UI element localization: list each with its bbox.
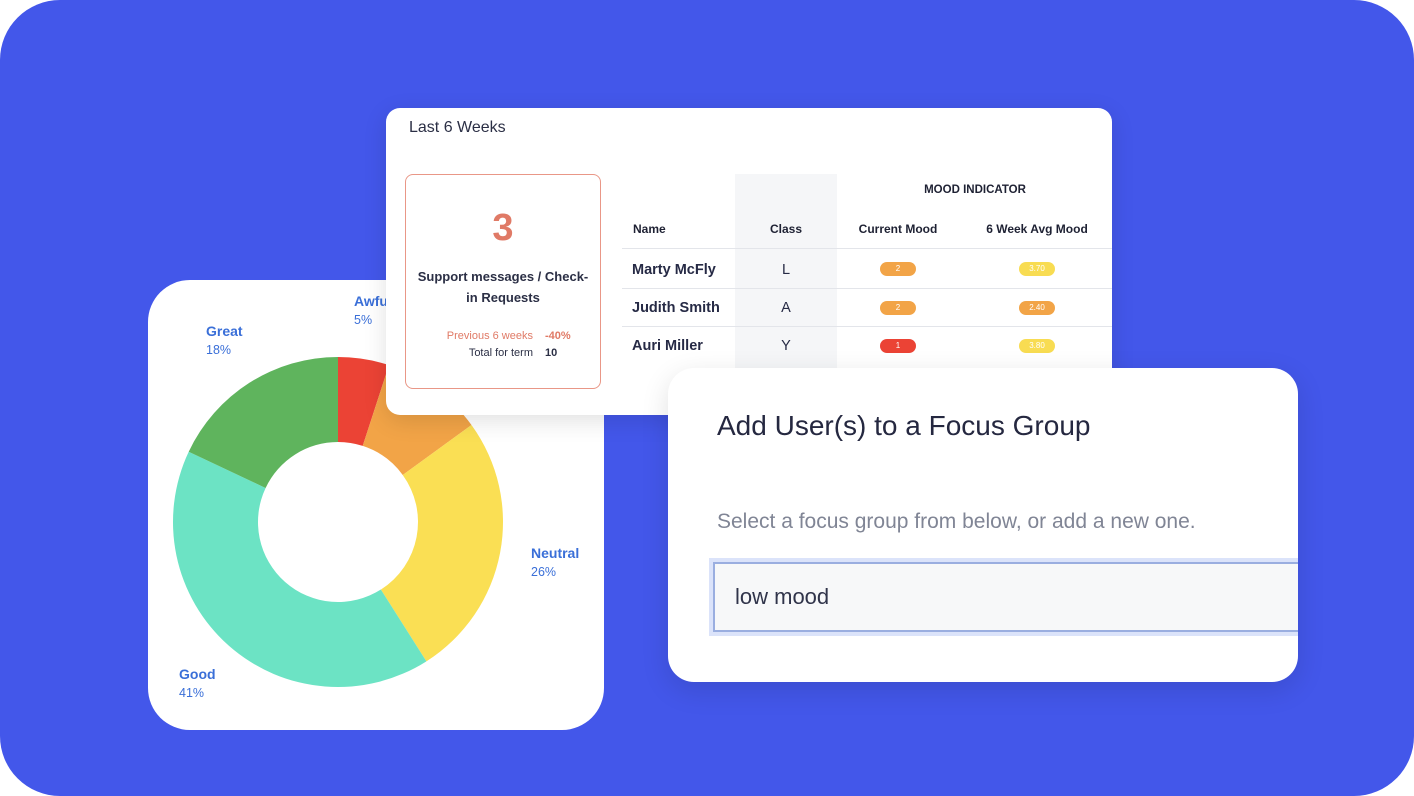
avg-mood-badge: 2.40 bbox=[1019, 301, 1055, 315]
donut-slice-great bbox=[188, 357, 338, 488]
pie-label-neutral: Neutral 26% bbox=[531, 545, 580, 579]
column-header-avg-mood: 6 Week Avg Mood bbox=[986, 222, 1088, 236]
avg-mood-badge: 3.80 bbox=[1019, 339, 1055, 353]
table-row-name[interactable]: Auri Miller bbox=[632, 338, 703, 354]
table-row-name[interactable]: Judith Smith bbox=[632, 300, 720, 316]
mood-overview-card: Last 6 Weeks 3 Support messages / Check-… bbox=[386, 108, 1112, 415]
avg-mood-badge: 3.70 bbox=[1019, 262, 1055, 276]
support-label: Support messages / Check-in Requests bbox=[417, 269, 589, 305]
current-mood-badge: 2 bbox=[880, 262, 916, 276]
pie-label-awful: Awful 5% bbox=[354, 293, 392, 327]
support-summary-box: 3 Support messages / Check-in Requests P… bbox=[405, 174, 601, 389]
class-column-shade bbox=[735, 174, 837, 374]
pie-label-great: Great 18% bbox=[206, 323, 243, 357]
table-divider bbox=[622, 248, 1112, 249]
support-count: 3 bbox=[492, 207, 514, 249]
current-mood-badge: 1 bbox=[880, 339, 916, 353]
mood-indicator-header: MOOD INDICATOR bbox=[924, 184, 1026, 196]
focus-group-dialog: Add User(s) to a Focus Group Select a fo… bbox=[668, 368, 1298, 682]
dialog-title: Add User(s) to a Focus Group bbox=[717, 410, 1091, 441]
donut-slice-good bbox=[172, 451, 427, 687]
term-total-stat: Total for term 10 bbox=[468, 347, 558, 359]
table-divider bbox=[622, 288, 1112, 289]
table-row-name[interactable]: Marty McFly bbox=[632, 262, 716, 278]
table-row-class: A bbox=[781, 300, 791, 316]
column-header-current-mood: Current Mood bbox=[858, 222, 938, 236]
current-mood-badge: 2 bbox=[880, 301, 916, 315]
donut-slice-awful bbox=[338, 357, 389, 446]
mood-donut-chart bbox=[172, 357, 503, 687]
dialog-subtitle: Select a focus group from below, or add … bbox=[717, 510, 1196, 533]
focus-group-input[interactable] bbox=[709, 558, 1298, 636]
column-header-class: Class bbox=[769, 222, 803, 236]
donut-slice-neutral bbox=[380, 425, 503, 662]
table-row-class: L bbox=[781, 262, 791, 278]
table-row-class: Y bbox=[781, 338, 791, 354]
period-title: Last 6 Weeks bbox=[409, 119, 506, 136]
previous-period-stat: Previous 6 weeks -40% bbox=[446, 330, 571, 342]
table-divider bbox=[622, 326, 1112, 327]
pie-label-good: Good 41% bbox=[179, 666, 216, 700]
column-header-name: Name bbox=[633, 222, 666, 236]
